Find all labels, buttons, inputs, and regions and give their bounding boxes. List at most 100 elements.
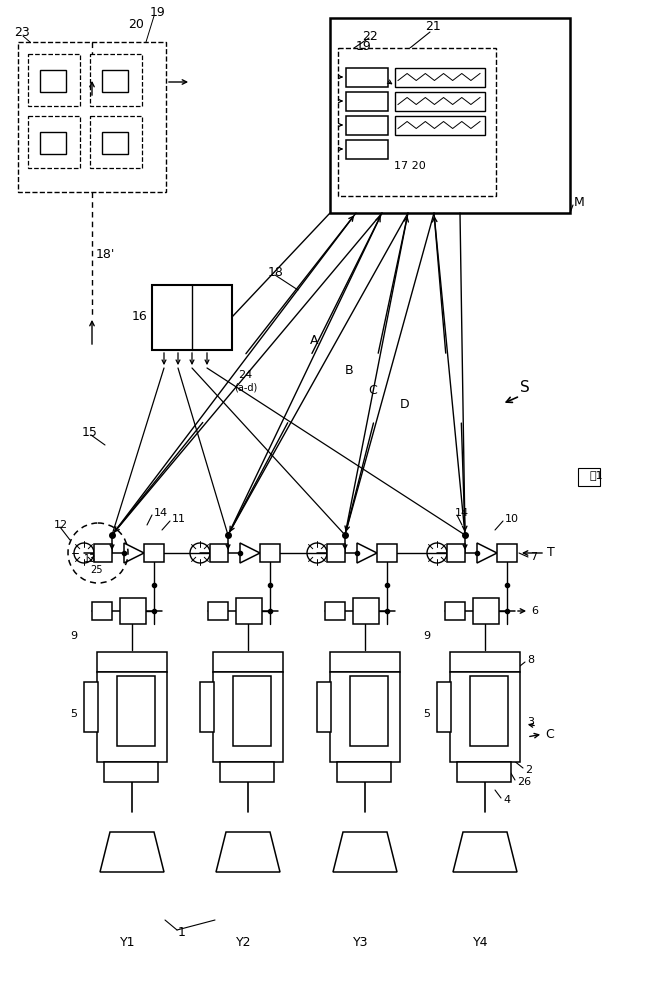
Text: Y2: Y2 xyxy=(236,936,252,950)
Bar xyxy=(450,672,520,762)
Bar xyxy=(470,676,508,746)
Bar xyxy=(353,598,379,624)
Text: 18': 18' xyxy=(96,247,115,260)
Text: 14: 14 xyxy=(455,508,469,518)
Bar xyxy=(18,42,166,192)
Bar xyxy=(346,140,388,159)
Text: 10: 10 xyxy=(505,514,519,524)
Bar xyxy=(346,68,388,87)
Bar xyxy=(395,92,485,111)
Bar xyxy=(457,762,511,782)
Bar xyxy=(90,116,142,168)
Text: Y1: Y1 xyxy=(120,936,136,950)
Bar xyxy=(317,682,331,732)
Text: C: C xyxy=(368,383,377,396)
Bar xyxy=(346,116,388,135)
Bar xyxy=(327,544,345,562)
Bar xyxy=(395,116,485,135)
Text: T: T xyxy=(547,546,555,560)
Bar xyxy=(377,544,397,562)
Text: 12: 12 xyxy=(54,520,68,530)
Text: 23: 23 xyxy=(14,25,30,38)
Bar xyxy=(233,676,271,746)
Bar xyxy=(104,762,158,782)
Text: 11: 11 xyxy=(172,514,186,524)
Bar xyxy=(152,285,232,350)
Text: 25: 25 xyxy=(90,565,102,575)
Bar xyxy=(120,598,146,624)
Bar xyxy=(213,672,283,762)
Text: 26: 26 xyxy=(517,777,531,787)
Text: 5: 5 xyxy=(70,709,77,719)
Bar xyxy=(220,762,274,782)
Bar xyxy=(337,762,391,782)
Bar xyxy=(97,652,167,672)
Bar xyxy=(350,676,388,746)
Text: Y4: Y4 xyxy=(473,936,489,950)
Text: 19: 19 xyxy=(356,39,372,52)
Bar xyxy=(330,672,400,762)
Text: 6: 6 xyxy=(531,606,538,616)
Bar xyxy=(40,70,66,92)
Text: 15: 15 xyxy=(82,426,98,438)
Bar xyxy=(260,544,280,562)
Text: B: B xyxy=(345,363,353,376)
Text: 16: 16 xyxy=(132,310,148,324)
Bar xyxy=(578,468,600,486)
Bar xyxy=(208,602,228,620)
Bar xyxy=(338,48,496,196)
Bar xyxy=(144,544,164,562)
Text: 7: 7 xyxy=(530,552,537,562)
Text: 9: 9 xyxy=(423,631,430,641)
Text: 19: 19 xyxy=(150,5,166,18)
Bar xyxy=(94,544,112,562)
Bar xyxy=(473,598,499,624)
Bar xyxy=(346,92,388,111)
Bar xyxy=(92,602,112,620)
Bar xyxy=(497,544,517,562)
Text: 9: 9 xyxy=(70,631,77,641)
Bar xyxy=(330,652,400,672)
Bar xyxy=(330,18,570,213)
Text: 24: 24 xyxy=(238,370,252,380)
Bar xyxy=(40,132,66,154)
Text: 21: 21 xyxy=(425,20,441,33)
Text: 8: 8 xyxy=(527,655,534,665)
Bar xyxy=(213,652,283,672)
Bar xyxy=(102,132,128,154)
Bar xyxy=(447,544,465,562)
Bar xyxy=(445,602,465,620)
Text: 図1: 図1 xyxy=(590,470,604,480)
Text: D: D xyxy=(400,398,409,412)
Bar xyxy=(117,676,155,746)
Text: 13: 13 xyxy=(84,554,96,564)
Bar xyxy=(200,682,214,732)
Bar xyxy=(84,682,98,732)
Bar xyxy=(437,682,451,732)
Bar xyxy=(395,68,485,87)
Bar xyxy=(28,116,80,168)
Bar xyxy=(102,70,128,92)
Text: 4: 4 xyxy=(503,795,510,805)
Text: Y3: Y3 xyxy=(353,936,369,950)
Text: 14: 14 xyxy=(154,508,168,518)
Text: 2: 2 xyxy=(525,765,532,775)
Text: M: M xyxy=(574,196,585,210)
Bar xyxy=(97,672,167,762)
Bar xyxy=(210,544,228,562)
Text: 20: 20 xyxy=(128,17,144,30)
Bar xyxy=(325,602,345,620)
Text: C: C xyxy=(545,728,554,740)
Text: 18: 18 xyxy=(268,265,284,278)
Text: S: S xyxy=(520,380,529,395)
Text: (a-d): (a-d) xyxy=(234,383,258,393)
Bar xyxy=(28,54,80,106)
Text: 22: 22 xyxy=(362,29,378,42)
Bar xyxy=(236,598,262,624)
Bar xyxy=(450,652,520,672)
Text: 3: 3 xyxy=(527,717,534,727)
Text: 17 20: 17 20 xyxy=(394,161,426,171)
Bar xyxy=(90,54,142,106)
Text: 5: 5 xyxy=(423,709,430,719)
Text: A: A xyxy=(310,334,318,347)
